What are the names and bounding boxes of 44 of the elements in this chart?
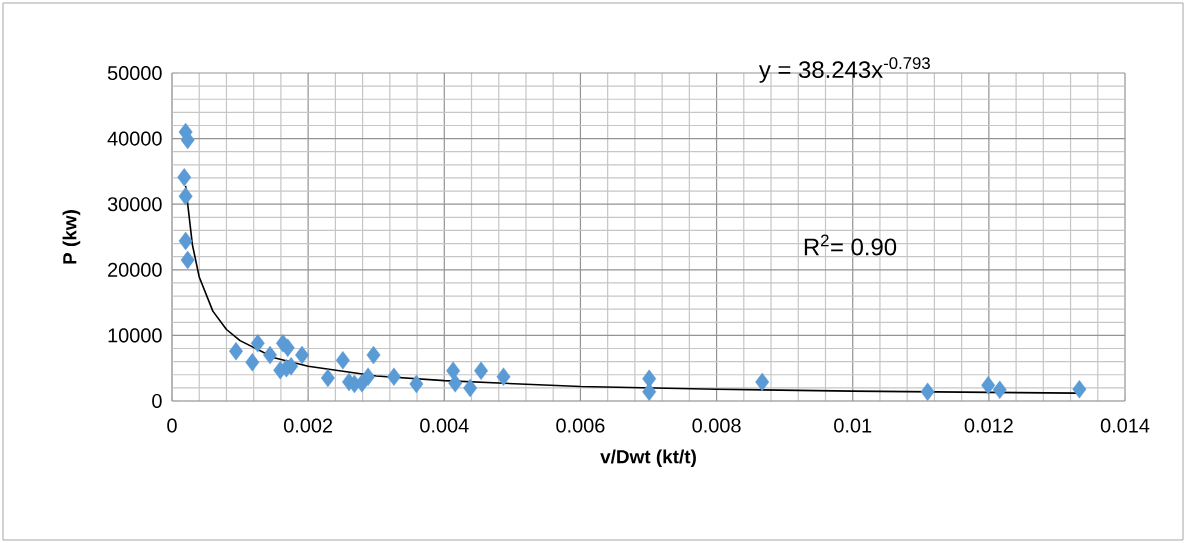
point	[335, 351, 350, 370]
point	[263, 345, 277, 365]
point	[448, 374, 463, 393]
point	[295, 345, 309, 365]
point	[180, 250, 195, 270]
y-tick-label: 40000	[107, 131, 162, 146]
point	[366, 345, 381, 365]
y-tick-label: 20000	[108, 262, 162, 277]
point	[386, 367, 401, 386]
annotation: R$^{2}$= 0.90	[804, 234, 897, 256]
point	[178, 187, 193, 206]
point	[409, 374, 424, 394]
point	[474, 361, 488, 381]
point	[178, 231, 193, 251]
x-tick-label: 0.004	[420, 418, 469, 433]
annotation: y = 38.243x$^{-0.793}$	[758, 57, 930, 83]
point	[229, 341, 243, 361]
x-tick-label: 0.012	[964, 418, 1013, 433]
y-axis-title: P (kw)	[62, 210, 81, 264]
point	[981, 376, 996, 395]
x-axis-title: v/Dwt (kt/t)	[600, 449, 696, 468]
x-tick-label: 0.01	[834, 418, 872, 433]
point	[320, 368, 335, 388]
point	[496, 367, 511, 386]
point	[920, 382, 935, 402]
point	[361, 367, 375, 386]
point	[463, 378, 478, 398]
point	[992, 380, 1007, 400]
y-tick-label: 50000	[107, 65, 162, 81]
x-tick-label: 0	[167, 418, 177, 433]
x-tick-label: 0.002	[283, 418, 333, 433]
point	[177, 168, 192, 187]
y-tick-label: 10000	[108, 328, 162, 343]
point	[1072, 379, 1087, 399]
x-tick-label: 0.014	[1100, 418, 1150, 433]
point	[245, 353, 260, 372]
y-tick-label: 30000	[107, 197, 162, 212]
point	[250, 334, 265, 353]
point	[755, 372, 770, 392]
x-tick-label: 0.006	[556, 418, 605, 433]
x-tick-label: 0.008	[692, 418, 741, 433]
point	[280, 338, 295, 358]
y-tick-label: 0	[152, 393, 162, 409]
point	[642, 382, 657, 402]
